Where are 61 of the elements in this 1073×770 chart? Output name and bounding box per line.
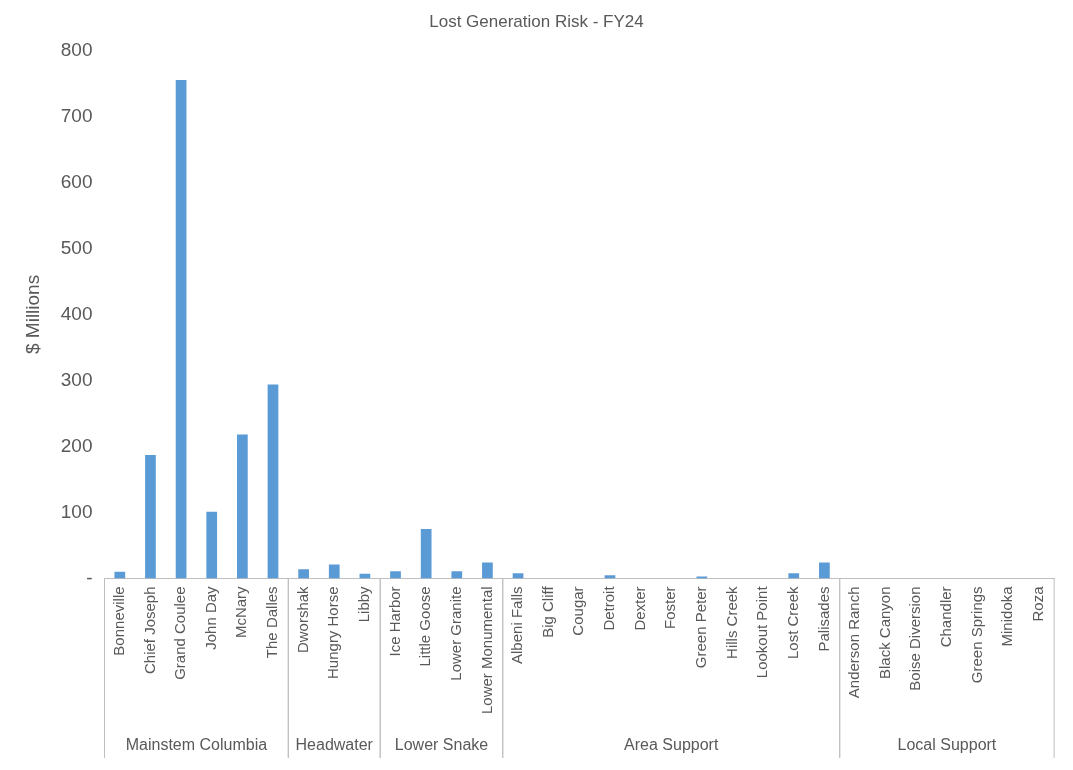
bar: [206, 511, 218, 579]
text: Lower Snake: [394, 736, 489, 754]
x-tick-label: Black Canyon: [875, 586, 893, 679]
x-tick-label: Anderson Ranch: [845, 586, 863, 699]
x-tick-label: Palisades: [814, 586, 832, 652]
bar: [267, 384, 279, 579]
x-tick-label: Detroit: [600, 585, 618, 631]
text: Area Support: [624, 736, 719, 754]
x-tick-label: Albeni Falls: [508, 586, 526, 664]
x-tick-label: Libby: [355, 585, 373, 623]
bar: [819, 562, 830, 579]
y-tick-label: 600: [60, 170, 93, 192]
x-tick-label: McNary: [232, 585, 250, 639]
bar: [298, 569, 309, 579]
bar: [328, 564, 340, 579]
x-tick-label: Lower Monumental: [477, 586, 495, 715]
y-tick-label: 400: [60, 302, 93, 324]
x-tick-label: Chief Joseph: [140, 586, 158, 674]
x-tick-label: Minidoka: [998, 585, 1016, 647]
x-tick-label: Little Goose: [416, 586, 434, 667]
bar: [114, 571, 126, 579]
bar: [175, 80, 187, 579]
y-tick-label: 700: [60, 104, 93, 126]
y-axis-title: $ Millions: [21, 274, 43, 355]
x-tick-label: John Day: [201, 585, 219, 650]
x-tick-label: Lookout Point: [753, 585, 771, 679]
x-tick-label: Big Cliff: [538, 585, 556, 638]
x-tick-label: Chandler: [937, 586, 955, 648]
y-tick-label: 200: [60, 434, 93, 456]
x-tick-label: The Dalles: [263, 586, 281, 659]
x-tick-label: Lost Creek: [783, 585, 801, 659]
bar: [788, 573, 800, 579]
x-tick-label: Dworshak: [293, 585, 311, 654]
x-tick-label: Roza: [1028, 585, 1046, 622]
bar: [236, 434, 248, 579]
text: Headwater: [295, 736, 374, 754]
bar: [482, 562, 493, 579]
x-tick-label: Cougar: [569, 586, 587, 636]
y-tick-label: 500: [60, 236, 93, 258]
bar: [420, 528, 432, 579]
y-tick-label: -: [86, 566, 93, 588]
x-tick-label: Dexter: [630, 586, 648, 631]
x-tick-label: Lower Granite: [446, 586, 464, 681]
x-tick-label: Ice Harbor: [385, 586, 403, 657]
y-tick-label: 300: [60, 368, 93, 390]
text: Mainstem Columbia: [125, 736, 268, 754]
x-tick-label: Green Peter: [692, 586, 709, 669]
bar: [451, 571, 463, 579]
x-tick-label: Green Springs: [967, 586, 985, 684]
bar: [390, 571, 401, 579]
chart-title: Lost Generation Risk - FY24: [429, 11, 644, 31]
text: Local Support: [897, 736, 997, 754]
x-tick-label: Hills Creek: [722, 585, 740, 659]
x-tick-label: Foster: [661, 586, 679, 629]
y-tick-label: 100: [60, 500, 93, 522]
x-tick-label: Bonneville: [109, 586, 127, 656]
bar: [145, 455, 156, 579]
y-tick-label: 800: [60, 38, 93, 60]
x-tick-label: Boise Diversion: [906, 586, 924, 691]
x-tick-label: Grand Coulee: [171, 586, 189, 680]
x-tick-label: Hungry Horse: [324, 586, 342, 679]
